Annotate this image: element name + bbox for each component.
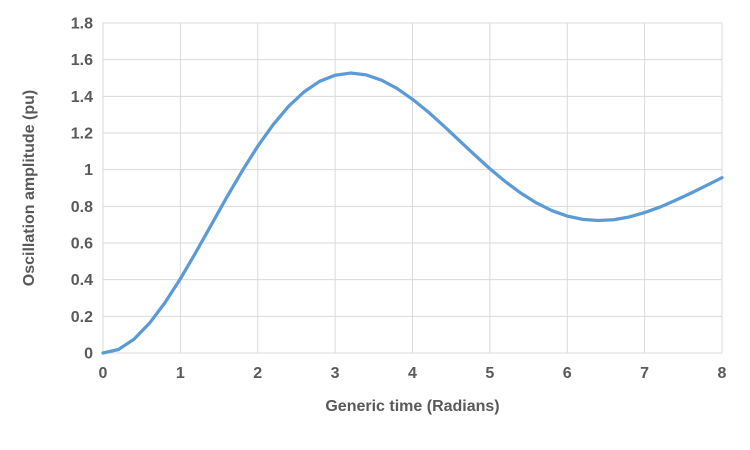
y-tick-label: 1: [84, 162, 93, 179]
plot-area-border: [102, 22, 723, 354]
y-tick-label: 0.6: [71, 236, 93, 253]
x-tick-label: 7: [640, 365, 649, 382]
y-tick-label: 0.2: [71, 309, 93, 326]
x-tick-label: 1: [176, 365, 185, 382]
x-tick-label: 6: [563, 365, 572, 382]
y-tick-label: 0.4: [71, 272, 93, 289]
x-tick-label: 8: [718, 365, 727, 382]
y-axis-title: Oscillation amplitude (pu): [21, 89, 38, 287]
y-tick-label: 0: [84, 346, 93, 363]
series-line-oscillation-amplitude-response: [101, 71, 724, 355]
x-axis-title: Generic time (Radians): [325, 398, 500, 415]
y-tick-label: 1.6: [71, 52, 93, 69]
x-tick-label: 2: [253, 365, 262, 382]
y-tick-label: 1.8: [71, 16, 93, 33]
y-tick-label: 1.4: [71, 89, 93, 106]
y-tick-label: 0.8: [71, 199, 93, 216]
x-tick-label: 4: [408, 365, 417, 382]
y-tick-label: 1.2: [71, 126, 93, 143]
x-tick-label: 5: [485, 365, 494, 382]
x-tick-label: 3: [331, 365, 340, 382]
x-tick-label: 0: [99, 365, 108, 382]
